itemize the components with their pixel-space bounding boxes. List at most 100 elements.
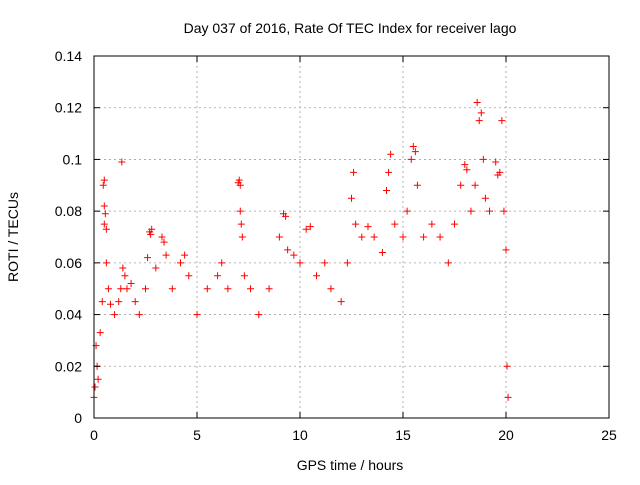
- data-point: [100, 202, 108, 210]
- data-point: [492, 158, 500, 166]
- data-point: [407, 155, 415, 163]
- data-point: [98, 298, 106, 306]
- data-point: [451, 220, 458, 228]
- data-point: [193, 311, 201, 319]
- data-point: [343, 259, 351, 267]
- data-point: [104, 285, 112, 293]
- data-point: [275, 233, 283, 241]
- data-point: [471, 181, 479, 189]
- data-point: [500, 207, 508, 215]
- y-tick-label: 0: [74, 410, 82, 426]
- y-tick-label: 0.04: [55, 307, 82, 323]
- data-point: [144, 254, 152, 262]
- data-point: [160, 238, 168, 246]
- data-point: [296, 259, 304, 267]
- data-point: [436, 233, 444, 241]
- y-tick-label: 0.02: [55, 358, 82, 374]
- data-point: [102, 259, 110, 267]
- data-point: [370, 233, 378, 241]
- y-tick-labels: 0 0.02 0.04 0.06 0.08 0.1 0.12 0.14: [55, 48, 82, 426]
- data-point: [224, 285, 232, 293]
- data-point: [481, 194, 489, 202]
- y-tick-label: 0.1: [63, 151, 83, 167]
- data-point: [282, 212, 290, 220]
- x-tick-label: 10: [292, 427, 308, 443]
- data-point: [237, 220, 245, 228]
- data-point: [504, 393, 512, 401]
- data-point: [348, 194, 355, 202]
- data-point: [152, 264, 160, 272]
- x-tick-label: 20: [498, 427, 514, 443]
- data-point: [181, 251, 189, 259]
- data-point: [475, 117, 483, 125]
- data-point: [358, 233, 366, 241]
- data-point: [444, 259, 452, 267]
- data-point: [496, 168, 504, 176]
- data-point: [284, 246, 292, 254]
- x-tick-label: 5: [193, 427, 201, 443]
- data-point: [94, 375, 102, 383]
- data-point: [302, 225, 310, 233]
- data-point: [177, 259, 185, 267]
- data-point: [218, 259, 226, 267]
- data-point: [383, 186, 391, 194]
- data-point: [413, 181, 421, 189]
- data-point: [321, 259, 329, 267]
- data-point: [148, 225, 156, 233]
- data-point: [100, 176, 108, 184]
- data-point: [467, 207, 475, 215]
- x-tick-labels: 0 5 10 15 20 25: [90, 427, 617, 443]
- y-tick-label: 0.08: [55, 203, 82, 219]
- data-point: [214, 272, 222, 280]
- y-tick-label: 0.12: [55, 100, 82, 116]
- data-point: [461, 161, 469, 169]
- data-point: [168, 285, 176, 293]
- y-tick-label: 0.14: [55, 48, 82, 64]
- data-point: [479, 155, 487, 163]
- data-point: [486, 207, 494, 215]
- data-point: [352, 220, 360, 228]
- data-point: [385, 168, 393, 176]
- data-point: [463, 166, 471, 174]
- data-point: [238, 233, 246, 241]
- data-point: [127, 280, 135, 288]
- data-point: [378, 249, 386, 257]
- data-point: [235, 176, 243, 184]
- data-point: [118, 158, 126, 166]
- data-point: [255, 311, 263, 319]
- data-point: [117, 285, 125, 293]
- data-point: [391, 220, 399, 228]
- data-point: [428, 220, 436, 228]
- data-point: [306, 223, 314, 231]
- data-point: [240, 272, 248, 280]
- x-axis-label: GPS time / hours: [297, 457, 404, 473]
- data-point: [290, 251, 298, 259]
- data-point: [387, 150, 395, 158]
- data-point: [111, 311, 119, 319]
- data-point: [100, 220, 108, 228]
- y-axis-label: ROTI / TECUs: [5, 192, 21, 282]
- data-point: [119, 264, 127, 272]
- x-tick-label: 25: [601, 427, 617, 443]
- data-point: [473, 99, 481, 107]
- data-point: [123, 285, 131, 293]
- data-point: [502, 246, 510, 254]
- data-point: [265, 285, 273, 293]
- data-point: [135, 311, 143, 319]
- x-tick-label: 15: [395, 427, 411, 443]
- data-point: [399, 233, 407, 241]
- chart-title: Day 037 of 2016, Rate Of TEC Index for r…: [184, 20, 517, 36]
- data-point: [337, 298, 345, 306]
- data-point: [420, 233, 428, 241]
- axis-ticks: [93, 55, 610, 419]
- y-tick-label: 0.06: [55, 255, 82, 271]
- data-point: [503, 362, 511, 370]
- data-point: [102, 225, 110, 233]
- data-point: [185, 272, 193, 280]
- data-point: [91, 383, 99, 391]
- data-point: [350, 168, 358, 176]
- data-point: [99, 181, 107, 189]
- data-point: [115, 298, 123, 306]
